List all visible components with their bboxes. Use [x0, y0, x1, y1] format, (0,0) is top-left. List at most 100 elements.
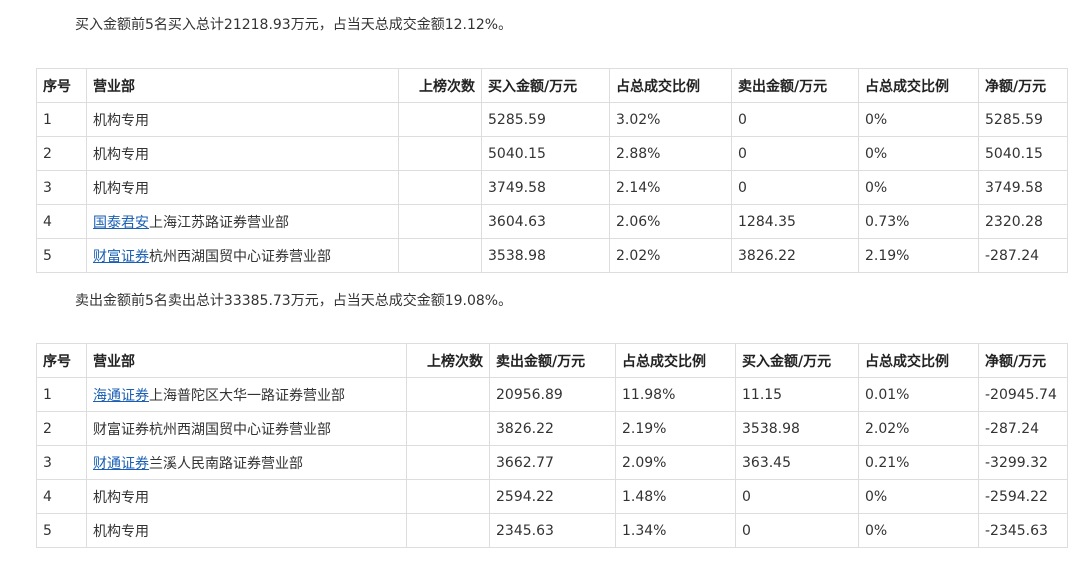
cell: 0 — [731, 136, 859, 171]
row: 3 财通证券兰溪人民南路证券营业部 3662.77 2.09% 363.45 0.21% -… — [36, 445, 1068, 480]
cell: 1 — [36, 102, 87, 137]
header-cell: 卖出金额/万元 — [489, 343, 616, 378]
cell: 2.19% — [615, 411, 736, 446]
cell: 0% — [858, 513, 979, 548]
summary: 卖出金额前5名卖出总计33385.73万元，占当天总成交金额19.08%。 — [75, 293, 513, 309]
cell: 5040.15 — [978, 136, 1068, 171]
cell: 4 — [36, 479, 87, 514]
cell: 2594.22 — [489, 479, 616, 514]
branch-name: 杭州西湖国贸中心证券营业部 — [149, 248, 331, 265]
cell: 3826.22 — [731, 238, 859, 273]
header-cell: 上榜次数 — [406, 343, 490, 378]
cell: 2.88% — [609, 136, 732, 171]
header-cell: 买入金额/万元 — [735, 343, 859, 378]
cell: 机构专用 — [86, 102, 399, 137]
cell: 11.98% — [615, 377, 736, 412]
empty-cell — [398, 102, 482, 137]
cell: -20945.74 — [978, 377, 1068, 412]
table: 序号 营业部 上榜次数 买入金额/万元 占总成交比例 卖出金额/万元 占总成交比例 净额/万元… — [36, 68, 1068, 273]
cell: 3 — [36, 445, 87, 480]
header-cell: 营业部 — [86, 343, 407, 378]
cell: 1 — [36, 377, 87, 412]
cell: 0% — [858, 479, 979, 514]
cell: 0% — [858, 102, 979, 137]
empty-cell — [406, 411, 490, 446]
cell: 2.09% — [615, 445, 736, 480]
header-cell: 占总成交比例 — [615, 343, 736, 378]
empty-cell — [406, 445, 490, 480]
cell: 11.15 — [735, 377, 859, 412]
broker-link[interactable]: 海通证券 — [93, 387, 149, 404]
cell: 3749.58 — [481, 170, 610, 205]
cell: 3.02% — [609, 102, 732, 137]
broker-link[interactable]: 财通证券 — [93, 455, 149, 472]
cell: 2 — [36, 411, 87, 446]
cell: -2345.63 — [978, 513, 1068, 548]
table: 序号 营业部 上榜次数 卖出金额/万元 占总成交比例 买入金额/万元 占总成交比例 净额/万元… — [36, 343, 1068, 548]
header-cell: 净额/万元 — [978, 68, 1068, 103]
cell: 5 — [36, 513, 87, 548]
cell: 3826.22 — [489, 411, 616, 446]
cell: 0% — [858, 170, 979, 205]
cell: -3299.32 — [978, 445, 1068, 480]
cell: 3749.58 — [978, 170, 1068, 205]
header-cell: 买入金额/万元 — [481, 68, 610, 103]
cell: 0 — [731, 170, 859, 205]
cell: 财通证券兰溪人民南路证券营业部 — [86, 445, 407, 480]
header-cell: 占总成交比例 — [609, 68, 732, 103]
cell: 财富证券杭州西湖国贸中心证券营业部 — [86, 238, 399, 273]
cell: 1.34% — [615, 513, 736, 548]
summary: 买入金额前5名买入总计21218.93万元，占当天总成交金额12.12%。 — [75, 17, 513, 33]
row: 1 机构专用 5285.59 3.02% 0 0% 5285.59 — [36, 102, 1068, 137]
empty-cell — [398, 170, 482, 205]
cell: 2.02% — [609, 238, 732, 273]
cell: -287.24 — [978, 411, 1068, 446]
cell: 3538.98 — [735, 411, 859, 446]
cell: 1.48% — [615, 479, 736, 514]
cell: 海通证券上海普陀区大华一路证券营业部 — [86, 377, 407, 412]
header-cell: 序号 — [36, 343, 87, 378]
cell: 2320.28 — [978, 204, 1068, 239]
cell: 机构专用 — [86, 136, 399, 171]
empty-cell — [406, 513, 490, 548]
row: 4 机构专用 2594.22 1.48% 0 0% -2594.22 — [36, 479, 1068, 514]
row: 1 海通证券上海普陀区大华一路证券营业部 20956.89 11.98% 11.15 0.… — [36, 377, 1068, 412]
cell: 0.01% — [858, 377, 979, 412]
branch-name: 上海普陀区大华一路证券营业部 — [149, 387, 345, 404]
row: 3 机构专用 3749.58 2.14% 0 0% 3749.58 — [36, 170, 1068, 205]
cell: 3538.98 — [481, 238, 610, 273]
empty-cell — [398, 238, 482, 273]
cell: 2.14% — [609, 170, 732, 205]
cell: 0.73% — [858, 204, 979, 239]
cell: 机构专用 — [86, 513, 407, 548]
row: 4 国泰君安上海江苏路证券营业部 3604.63 2.06% 1284.35 0.73% 2… — [36, 204, 1068, 239]
cell: 1284.35 — [731, 204, 859, 239]
cell: 5 — [36, 238, 87, 273]
empty-cell — [406, 377, 490, 412]
cell: 财富证券杭州西湖国贸中心证券营业部 — [86, 411, 407, 446]
cell: 5285.59 — [481, 102, 610, 137]
header-row: 序号 营业部 上榜次数 买入金额/万元 占总成交比例 卖出金额/万元 占总成交比例 净额/万元 — [36, 68, 1068, 103]
empty-cell — [398, 136, 482, 171]
cell: 3 — [36, 170, 87, 205]
cell: 国泰君安上海江苏路证券营业部 — [86, 204, 399, 239]
header-cell: 占总成交比例 — [858, 68, 979, 103]
header-cell: 占总成交比例 — [858, 343, 979, 378]
cell: 2.02% — [858, 411, 979, 446]
empty-cell — [406, 479, 490, 514]
header-cell: 净额/万元 — [978, 343, 1068, 378]
cell: 0.21% — [858, 445, 979, 480]
cell: 5285.59 — [978, 102, 1068, 137]
header-cell: 上榜次数 — [398, 68, 482, 103]
row: 2 财富证券杭州西湖国贸中心证券营业部 3826.22 2.19% 3538.98 2.0… — [36, 411, 1068, 446]
broker-link[interactable]: 国泰君安 — [93, 214, 149, 231]
cell: 0% — [858, 136, 979, 171]
cell: 0 — [735, 513, 859, 548]
broker-link[interactable]: 财富证券 — [93, 248, 149, 265]
cell: 0 — [735, 479, 859, 514]
cell: -287.24 — [978, 238, 1068, 273]
branch-name: 上海江苏路证券营业部 — [149, 214, 289, 231]
cell: 4 — [36, 204, 87, 239]
cell: 3604.63 — [481, 204, 610, 239]
